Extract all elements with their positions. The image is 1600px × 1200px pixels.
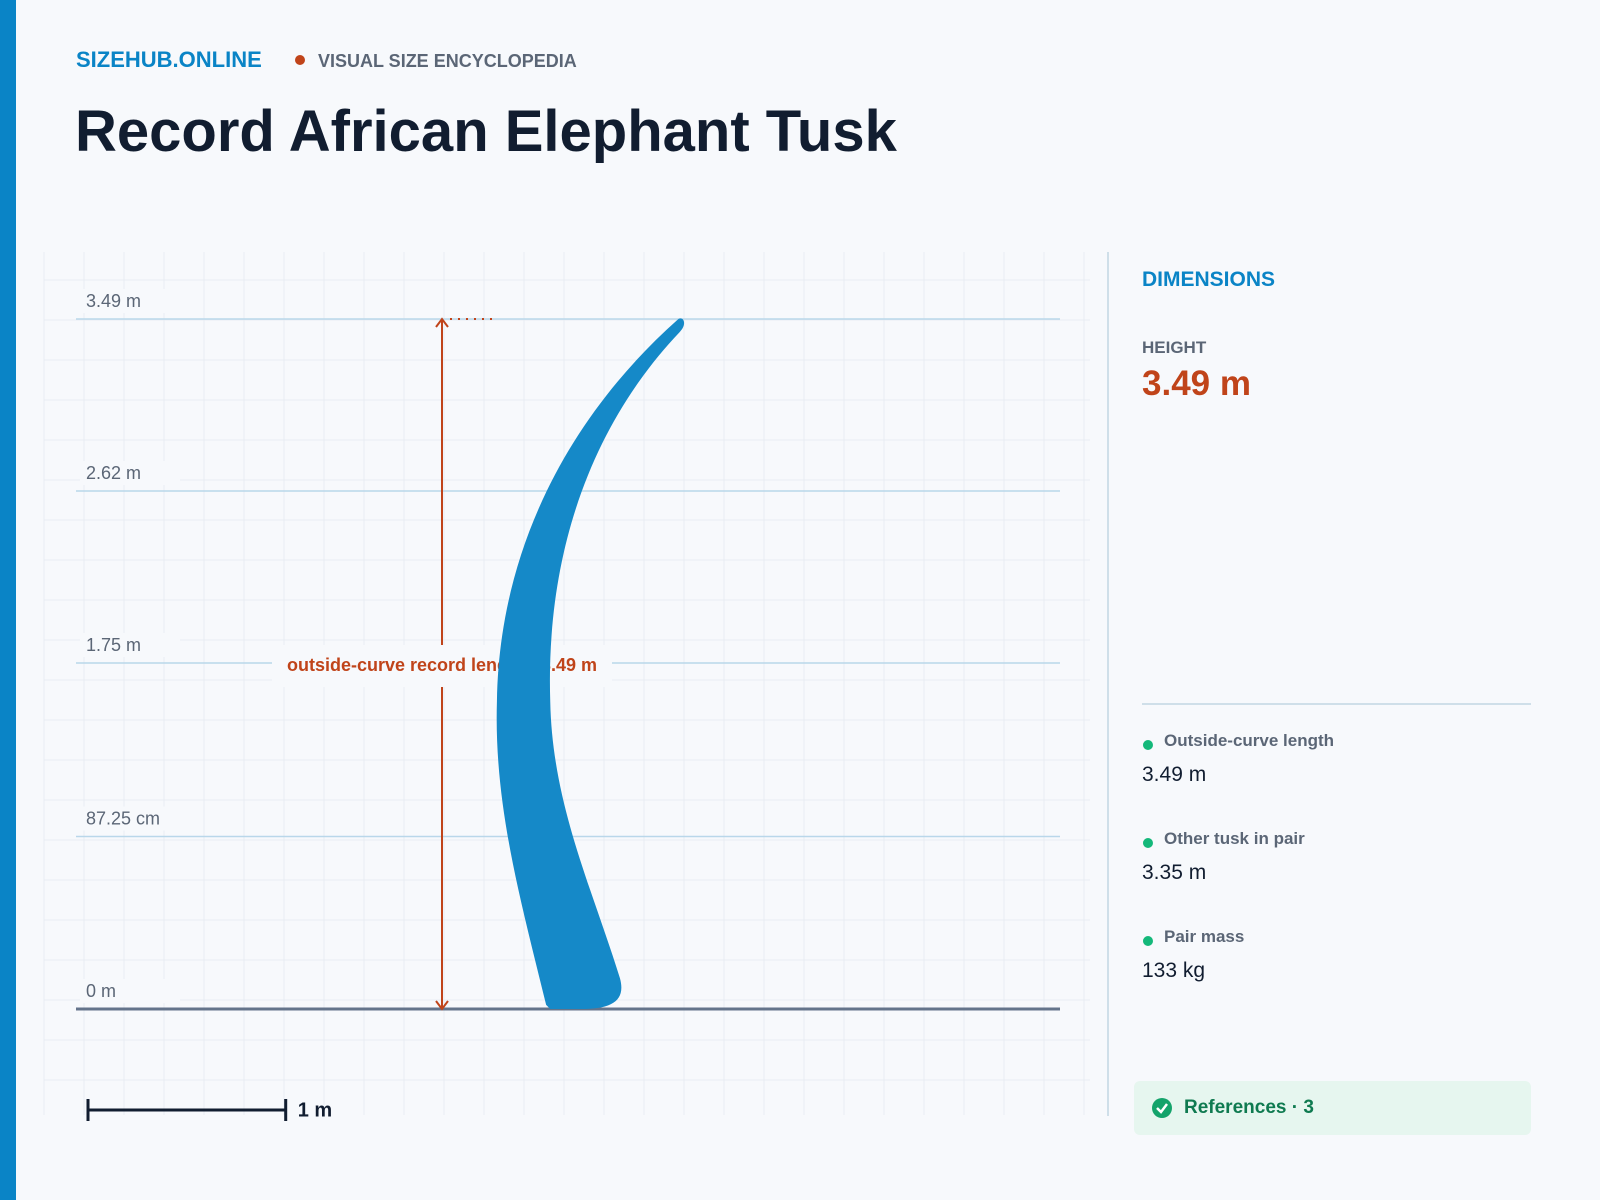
tick-label-bg: [80, 461, 180, 486]
size-diagram: 0 m 87.25 cm 1.75 m 2.62 m 3.49 m outside-cur…: [43, 252, 1090, 1121]
tick-label-bg: [80, 633, 180, 658]
tick-label: 0 m: [86, 981, 116, 1001]
references-box[interactable]: References · 3: [1134, 1081, 1531, 1135]
annotation-bg: [272, 645, 612, 687]
stat-dot: [1143, 740, 1153, 750]
accent-stripe: [0, 0, 16, 1200]
sidebar-heading: DIMENSIONS: [1142, 268, 1276, 291]
stat-label: Pair mass: [1164, 927, 1245, 946]
arrow-head: [435, 1000, 449, 1011]
stat-value: 3.35 m: [1142, 861, 1207, 884]
references-label: References · 3: [1184, 1097, 1314, 1118]
tusk: [496, 318, 685, 1009]
divider: [1107, 252, 1109, 1116]
stat-dot: [1143, 838, 1153, 848]
tick-label: 1.75 m: [86, 635, 141, 655]
separator: [1142, 703, 1531, 705]
tick-label-bg: [80, 289, 180, 314]
stat-value: 3.49 m: [1142, 763, 1207, 786]
arrow-head: [435, 317, 449, 328]
page-title: Record African Elephant Tusk: [75, 99, 897, 164]
primary-value: 3.49 m: [1142, 364, 1251, 403]
stat-value: 133 kg: [1142, 959, 1206, 982]
annotation: outside-curve record length · 3.49 m: [287, 655, 597, 675]
scale-label: 1 m: [298, 1099, 332, 1121]
tick-label-bg: [80, 979, 180, 1003]
tusk-group: [496, 318, 685, 1009]
dot: [295, 55, 305, 65]
primary-label: HEIGHT: [1142, 338, 1207, 357]
stat-label: Other tusk in pair: [1164, 829, 1305, 848]
tick-label-bg: [80, 806, 180, 831]
check-icon: [1152, 1098, 1172, 1118]
tick-label: 2.62 m: [86, 463, 141, 483]
site-name: SIZEHUB.ONLINE: [76, 47, 262, 72]
stat-dot: [1143, 936, 1153, 946]
tick-label: 3.49 m: [86, 291, 141, 311]
stat-label: Outside-curve length: [1164, 731, 1335, 750]
tick-label: 87.25 cm: [86, 808, 160, 828]
tagline: VISUAL SIZE ENCYCLOPEDIA: [318, 51, 577, 71]
